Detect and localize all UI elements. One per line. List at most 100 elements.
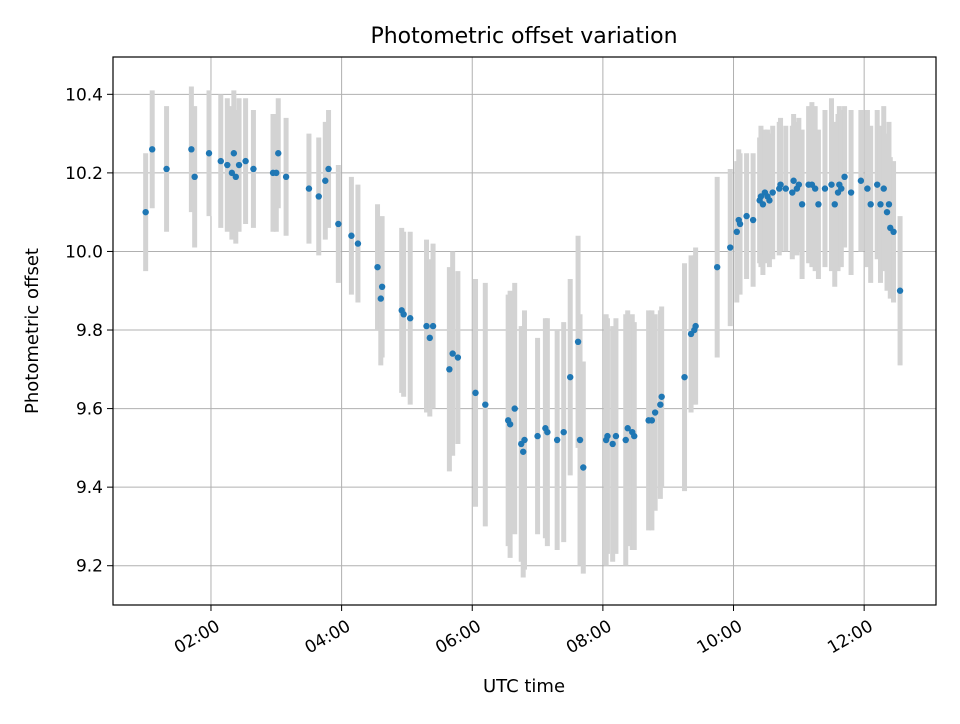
data-point xyxy=(335,220,342,228)
data-point xyxy=(821,185,829,192)
data-point xyxy=(815,201,822,208)
data-point xyxy=(426,334,433,342)
data-point xyxy=(506,421,514,428)
data-point xyxy=(322,177,329,184)
data-point xyxy=(553,436,561,444)
data-point xyxy=(348,232,355,239)
data-point xyxy=(217,157,224,165)
point-layer xyxy=(142,146,904,471)
data-point xyxy=(841,173,848,181)
data-point xyxy=(657,401,664,408)
data-point xyxy=(867,201,874,208)
data-point xyxy=(681,373,688,381)
data-point xyxy=(811,185,819,192)
data-point xyxy=(580,464,587,471)
data-point xyxy=(142,208,149,216)
data-point xyxy=(622,436,629,444)
data-point xyxy=(224,161,231,169)
data-point xyxy=(282,173,290,181)
data-point xyxy=(511,405,518,412)
data-point xyxy=(857,177,865,184)
data-point xyxy=(273,169,280,177)
data-point xyxy=(743,212,750,220)
data-point xyxy=(874,181,881,188)
data-point xyxy=(877,201,884,208)
data-point xyxy=(624,425,631,432)
errorbar-layer xyxy=(143,86,903,578)
data-point xyxy=(377,295,385,302)
data-point xyxy=(828,181,835,188)
data-point xyxy=(325,165,332,173)
y-tick-label: 9.2 xyxy=(76,557,103,577)
data-point xyxy=(560,428,567,436)
x-tick-label: 12:00 xyxy=(824,616,876,658)
data-point xyxy=(567,373,574,381)
data-point xyxy=(896,287,904,294)
data-point xyxy=(883,208,891,216)
y-tick-label: 9.4 xyxy=(76,478,103,498)
data-point xyxy=(228,169,236,177)
data-point xyxy=(235,161,243,169)
data-point xyxy=(305,185,313,192)
data-point xyxy=(733,228,740,236)
plot-frame xyxy=(112,56,937,606)
data-point xyxy=(519,448,527,455)
data-point xyxy=(429,322,437,330)
data-point xyxy=(831,201,838,208)
data-point xyxy=(454,354,462,361)
y-tick-label: 10.2 xyxy=(65,164,103,184)
data-point xyxy=(790,177,797,184)
data-point xyxy=(423,322,430,330)
data-point xyxy=(880,185,887,192)
data-point xyxy=(163,165,170,173)
data-point xyxy=(612,432,620,440)
data-point xyxy=(242,157,249,165)
data-point xyxy=(232,173,239,181)
data-point xyxy=(885,201,893,208)
data-point xyxy=(230,150,238,157)
data-point xyxy=(148,146,156,153)
data-point xyxy=(521,436,528,444)
data-point xyxy=(651,409,659,416)
data-point xyxy=(604,432,611,440)
x-tick-label: 04:00 xyxy=(302,616,354,658)
data-point xyxy=(795,181,803,188)
data-point xyxy=(658,393,665,400)
data-point xyxy=(798,201,806,208)
data-point xyxy=(766,197,773,204)
data-point xyxy=(789,189,796,196)
x-axis-label: UTC time xyxy=(483,676,565,697)
data-point xyxy=(191,173,198,181)
data-point xyxy=(449,350,456,357)
data-point xyxy=(378,283,386,291)
x-tick-label: 10:00 xyxy=(694,616,746,658)
y-tick-label: 10.0 xyxy=(65,242,103,262)
y-tick-label: 10.4 xyxy=(65,85,103,105)
data-point xyxy=(890,228,897,236)
data-point xyxy=(713,263,721,271)
data-point xyxy=(374,263,381,271)
data-point xyxy=(250,165,257,173)
data-point xyxy=(759,201,767,208)
data-point xyxy=(736,220,744,228)
data-point xyxy=(188,146,195,153)
data-point xyxy=(757,193,765,200)
data-point xyxy=(544,428,551,436)
x-tick-label: 02:00 xyxy=(171,616,223,658)
data-point xyxy=(446,366,453,373)
data-point xyxy=(782,185,789,192)
data-point xyxy=(472,389,479,397)
x-tick-label: 08:00 xyxy=(563,616,615,658)
data-point xyxy=(769,189,776,196)
data-point xyxy=(400,311,407,318)
data-point xyxy=(847,189,855,196)
data-point xyxy=(315,193,322,200)
data-point xyxy=(354,240,362,247)
data-point xyxy=(727,244,734,251)
y-tick-label: 9.6 xyxy=(76,400,103,420)
data-point xyxy=(406,315,414,322)
data-point xyxy=(609,440,616,448)
x-tick-label: 06:00 xyxy=(432,616,484,658)
